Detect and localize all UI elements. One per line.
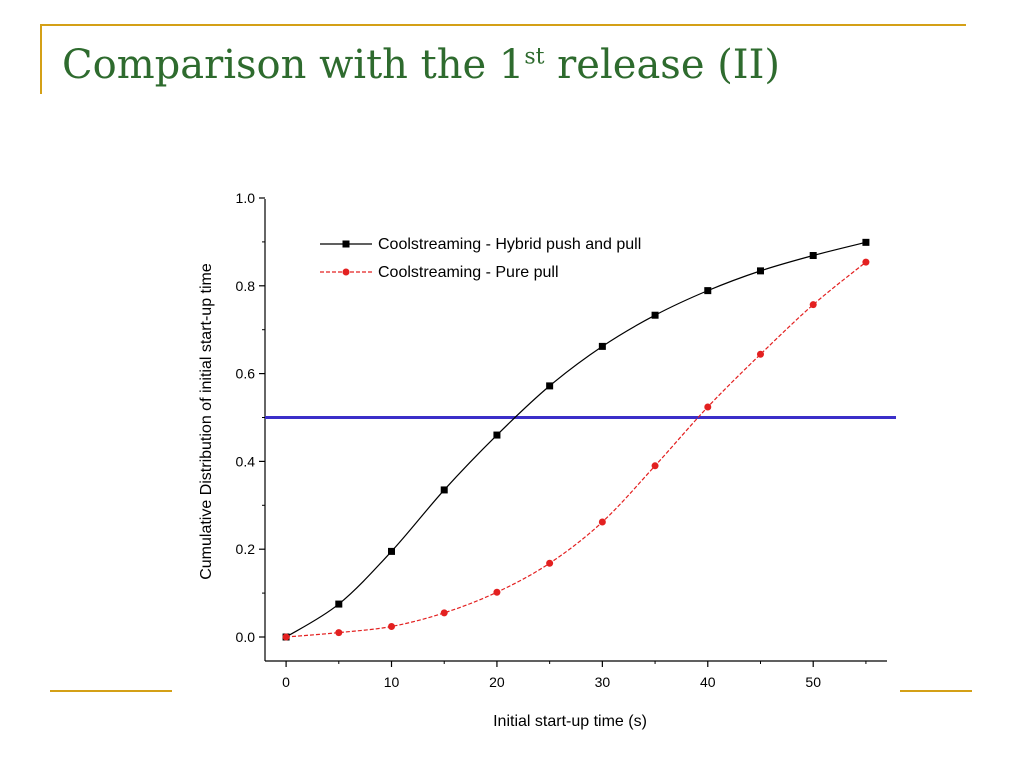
y-tick-label: 0.8 xyxy=(236,278,256,294)
accent-bar-left xyxy=(40,24,42,94)
slide-title-superscript: st xyxy=(524,44,545,70)
legend-marker-pure-pull xyxy=(342,268,350,276)
legend-label-hybrid: Coolstreaming - Hybrid push and pull xyxy=(378,236,641,253)
accent-bar-top xyxy=(40,24,966,26)
y-tick-label: 0.2 xyxy=(236,541,256,557)
y-tick-label: 0.6 xyxy=(236,366,256,382)
x-tick-label: 50 xyxy=(805,674,821,690)
data-point-hybrid xyxy=(546,382,554,390)
data-point-hybrid xyxy=(704,287,712,295)
data-point-hybrid xyxy=(862,238,870,246)
data-point-hybrid xyxy=(651,311,659,319)
x-tick-label: 20 xyxy=(489,674,505,690)
data-point-hybrid xyxy=(388,547,396,555)
y-axis-label: Cumulative Distribution of initial start… xyxy=(198,263,215,580)
x-tick-label: 10 xyxy=(384,674,400,690)
data-point-pure-pull xyxy=(862,258,870,266)
data-point-hybrid xyxy=(756,267,764,275)
slide-title: Comparison with the 1st release (II) xyxy=(62,42,780,88)
series-hybrid-line xyxy=(285,241,867,638)
y-tick-label: 0.0 xyxy=(236,629,256,645)
accent-bar-bottom-right xyxy=(900,690,972,692)
data-point-hybrid xyxy=(598,342,606,350)
data-point-pure-pull xyxy=(756,350,764,358)
data-point-pure-pull xyxy=(388,622,396,630)
legend-label-pure-pull: Coolstreaming - Pure pull xyxy=(378,264,559,281)
data-point-hybrid xyxy=(440,486,448,494)
legend-marker-hybrid xyxy=(342,240,350,248)
data-point-pure-pull xyxy=(598,518,606,526)
y-tick-label: 0.4 xyxy=(236,453,256,469)
data-point-hybrid xyxy=(335,600,343,608)
data-point-hybrid xyxy=(809,252,817,260)
data-point-pure-pull xyxy=(651,462,659,470)
data-point-hybrid xyxy=(493,431,501,439)
data-point-pure-pull xyxy=(440,609,448,617)
data-point-pure-pull xyxy=(493,588,501,596)
y-tick-label: 1.0 xyxy=(236,190,256,206)
x-tick-label: 0 xyxy=(282,674,290,690)
slide-title-suffix: release (II) xyxy=(544,42,781,88)
x-axis-label: Initial start-up time (s) xyxy=(493,713,647,730)
accent-bar-bottom-left xyxy=(50,690,172,692)
data-point-pure-pull xyxy=(335,629,343,637)
data-point-pure-pull xyxy=(809,301,817,309)
x-tick-label: 30 xyxy=(595,674,611,690)
data-point-pure-pull xyxy=(704,403,712,411)
data-point-pure-pull xyxy=(546,559,554,567)
slide-title-prefix: Comparison with the 1 xyxy=(62,42,525,88)
data-point-pure-pull xyxy=(282,633,290,641)
x-tick-label: 40 xyxy=(700,674,716,690)
series-pure-pull-line xyxy=(286,261,867,638)
